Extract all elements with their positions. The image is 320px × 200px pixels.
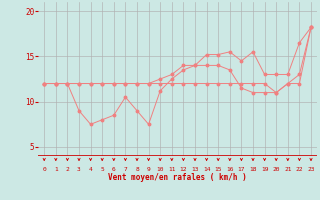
X-axis label: Vent moyen/en rafales ( km/h ): Vent moyen/en rafales ( km/h ) bbox=[108, 174, 247, 182]
